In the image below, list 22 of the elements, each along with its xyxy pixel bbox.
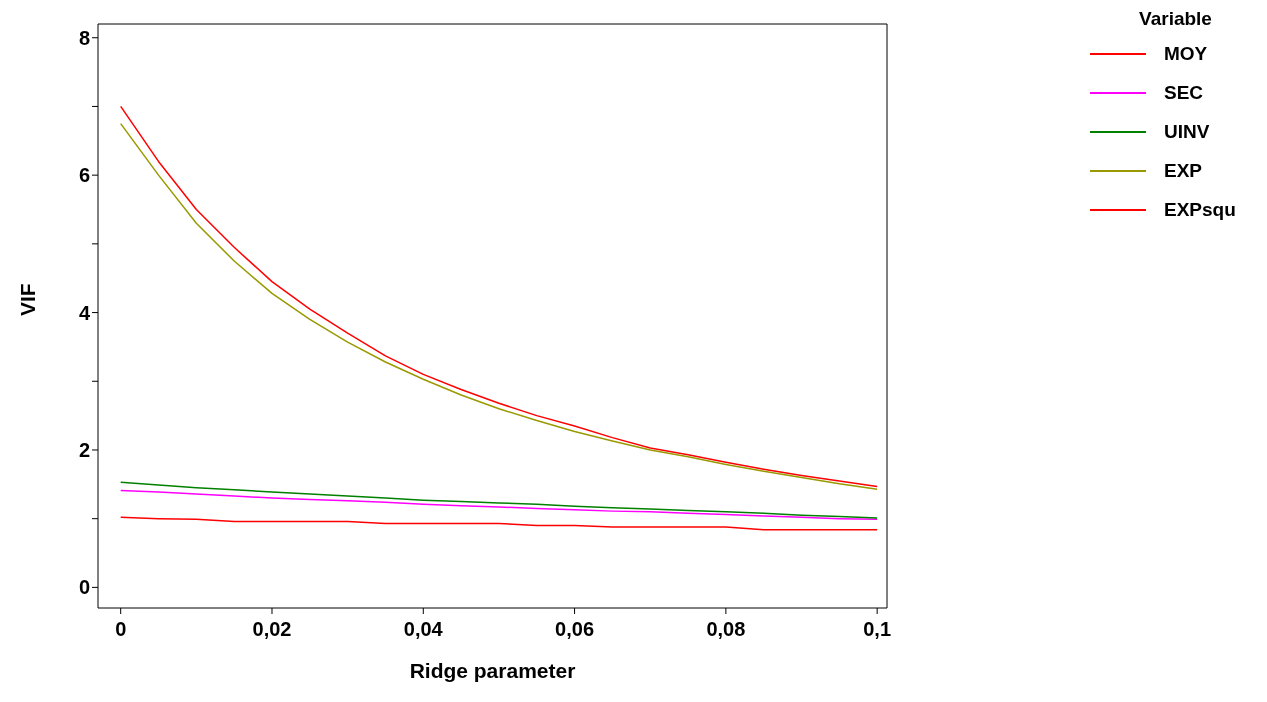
y-tick-label: 4 — [78, 301, 91, 324]
legend-label: MOY — [1164, 42, 1208, 65]
line-series — [119, 516, 878, 531]
x-axis-title: Ridge parameter — [409, 659, 576, 682]
x-tick-label: 0 — [115, 618, 127, 641]
y-tick-label: 0 — [78, 576, 90, 599]
x-tick-label: 0,04 — [403, 618, 444, 641]
legend-title: Variable — [1138, 8, 1213, 30]
y-tick-label: 8 — [78, 26, 90, 49]
legend-label: SEC — [1164, 81, 1204, 104]
line-series — [119, 489, 878, 521]
y-tick-label: 2 — [78, 439, 90, 462]
x-tick-label: 0,02 — [252, 618, 292, 641]
legend-label: EXP — [1164, 159, 1203, 182]
x-tick-label: 0,1 — [863, 618, 892, 641]
line-series — [119, 481, 878, 519]
x-tick-label: 0,06 — [555, 618, 595, 641]
y-tick-label: 6 — [78, 164, 90, 187]
legend-label: UINV — [1164, 120, 1210, 143]
y-axis-title: VIF — [16, 283, 40, 316]
legend-label: EXPsqu — [1164, 198, 1236, 221]
x-tick-label: 0,08 — [706, 618, 746, 641]
